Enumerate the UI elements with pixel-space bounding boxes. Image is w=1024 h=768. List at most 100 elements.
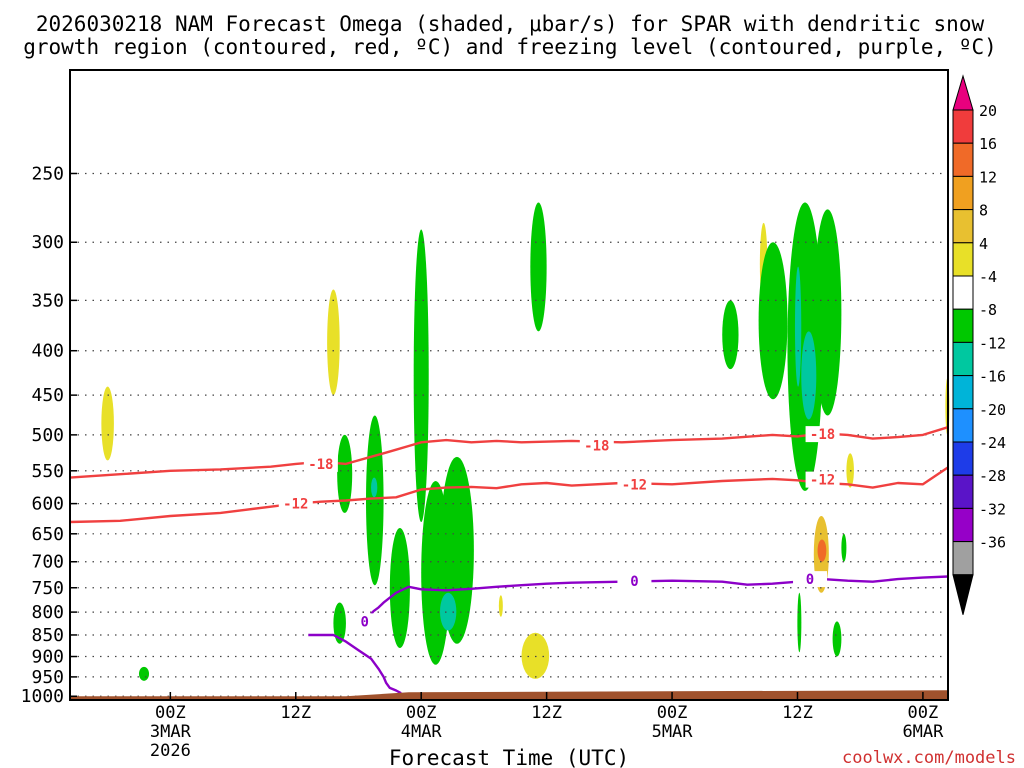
- colorbar-segment: [952, 507, 974, 543]
- x-tick-label: 00Z: [155, 703, 186, 723]
- y-tick-label: 900: [31, 647, 64, 668]
- contour-label-bg: [278, 495, 313, 512]
- y-tick-label: 800: [31, 602, 64, 623]
- colorbar: 20 16 12 8 4 -4 -8 -12 -16 -20 -24 -28 -32 -36: [952, 74, 1006, 615]
- plot-frame: [69, 69, 949, 701]
- colorbar-segment: [952, 408, 974, 443]
- contour-label: 0: [361, 614, 369, 630]
- colorbar-segment: [952, 175, 974, 211]
- y-tick-label: 750: [31, 578, 64, 599]
- omega-region: [530, 202, 547, 332]
- x-tick-label: 00Z: [406, 703, 437, 723]
- y-tick-label: 250: [31, 163, 64, 184]
- colorbar-segment: [952, 341, 974, 377]
- plot-area: -18 -18 -18 -12 -12 -12 0 0 0: [69, 69, 950, 701]
- colorbar-segment: [952, 375, 974, 410]
- y-tick-label: 1000: [21, 686, 64, 707]
- contour-label: -18: [308, 457, 333, 473]
- contours: -18 -18 -18 -12 -12 -12 0 0 0: [69, 426, 949, 695]
- omega-region: [498, 595, 503, 617]
- contour-label-bg: [579, 437, 614, 454]
- contour-label-bg: [347, 613, 382, 630]
- colorbar-label: -12: [979, 334, 1006, 352]
- colorbar-label: -32: [979, 500, 1006, 518]
- colorbar-label: 4: [979, 235, 988, 253]
- y-tick-label: 300: [31, 232, 64, 253]
- y-tick-label: 400: [31, 341, 64, 362]
- colorbar-segment: [952, 209, 974, 244]
- omega-region: [327, 289, 340, 396]
- x-axis-label: Forecast Time (UTC): [389, 746, 629, 768]
- y-axis: 2503003504004505005506006507007508008509…: [21, 163, 77, 707]
- omega-region: [337, 434, 353, 513]
- contour-label-bg: [617, 476, 652, 493]
- colorbar-segment: [952, 142, 974, 177]
- y-tick-label: 500: [31, 425, 64, 446]
- y-tick-label: 850: [31, 625, 64, 646]
- colorbar-label: -16: [979, 368, 1006, 386]
- colorbar-bottom-arrow: [952, 574, 974, 615]
- colorbar-segment: [952, 308, 974, 343]
- omega-region: [797, 592, 802, 653]
- colorbar-label: 16: [979, 135, 997, 153]
- x-tick-label: 12Z: [782, 703, 813, 723]
- x-tick-label: 2026: [150, 741, 191, 761]
- contour-label: -18: [810, 427, 835, 443]
- contour-label-bg: [805, 426, 840, 443]
- omega-region: [758, 242, 788, 400]
- colorbar-label: -28: [979, 467, 1006, 485]
- y-tick-label: 600: [31, 494, 64, 515]
- colorbar-label: -36: [979, 534, 1006, 552]
- omega-region: [333, 602, 346, 644]
- colorbar-segment: [952, 541, 974, 576]
- y-tick-label: 650: [31, 524, 64, 545]
- omega-region: [138, 666, 150, 681]
- y-tick-label: 550: [31, 461, 64, 482]
- x-tick-label: 5MAR: [652, 722, 694, 742]
- colorbar-segment: [952, 242, 974, 277]
- omega-region: [794, 266, 802, 387]
- colorbar-label: 12: [979, 168, 997, 186]
- contour-line: [308, 633, 402, 695]
- colorbar-segment: [952, 109, 974, 144]
- contour-label: -12: [810, 473, 835, 489]
- contour-label-bg: [303, 455, 338, 472]
- colorbar-segment: [952, 441, 974, 476]
- contour-label: -12: [283, 497, 308, 513]
- x-tick-label: 6MAR: [902, 722, 944, 742]
- chart-title-line-2: growth region (contoured, red, ºC) and f…: [23, 35, 997, 59]
- colorbar-segment: [952, 275, 974, 310]
- colorbar-label: -8: [979, 301, 997, 319]
- omega-region: [521, 632, 550, 679]
- x-tick-label: 00Z: [908, 703, 939, 723]
- omega-region: [813, 209, 842, 416]
- omega-region: [101, 386, 114, 461]
- colorbar-segment: [952, 474, 974, 509]
- colorbar-top-arrow: [952, 74, 974, 111]
- omega-region: [801, 331, 817, 420]
- terrain: [70, 690, 948, 700]
- contour-label-bg: [805, 471, 840, 488]
- omega-region: [366, 415, 384, 586]
- omega-region: [841, 533, 847, 562]
- omega-region: [413, 229, 429, 523]
- contour-label-bg: [617, 573, 652, 590]
- omega-region: [440, 592, 457, 631]
- omega-shading: [101, 202, 950, 681]
- credit-text: coolwx.com/models: [842, 748, 1016, 768]
- x-tick-label: 4MAR: [401, 722, 443, 742]
- colorbar-label: -20: [979, 401, 1006, 419]
- colorbar-label: -4: [979, 268, 997, 286]
- x-tick-label: 12Z: [531, 703, 562, 723]
- y-tick-label: 450: [31, 385, 64, 406]
- x-tick-label: 12Z: [280, 703, 311, 723]
- contour-label: 0: [630, 574, 638, 590]
- y-tick-label: 700: [31, 552, 64, 573]
- x-tick-label: 00Z: [657, 703, 688, 723]
- contour-label: 0: [806, 572, 814, 588]
- omega-region: [817, 539, 827, 562]
- x-tick-label: 3MAR: [150, 722, 192, 742]
- contour-label: -18: [584, 438, 609, 454]
